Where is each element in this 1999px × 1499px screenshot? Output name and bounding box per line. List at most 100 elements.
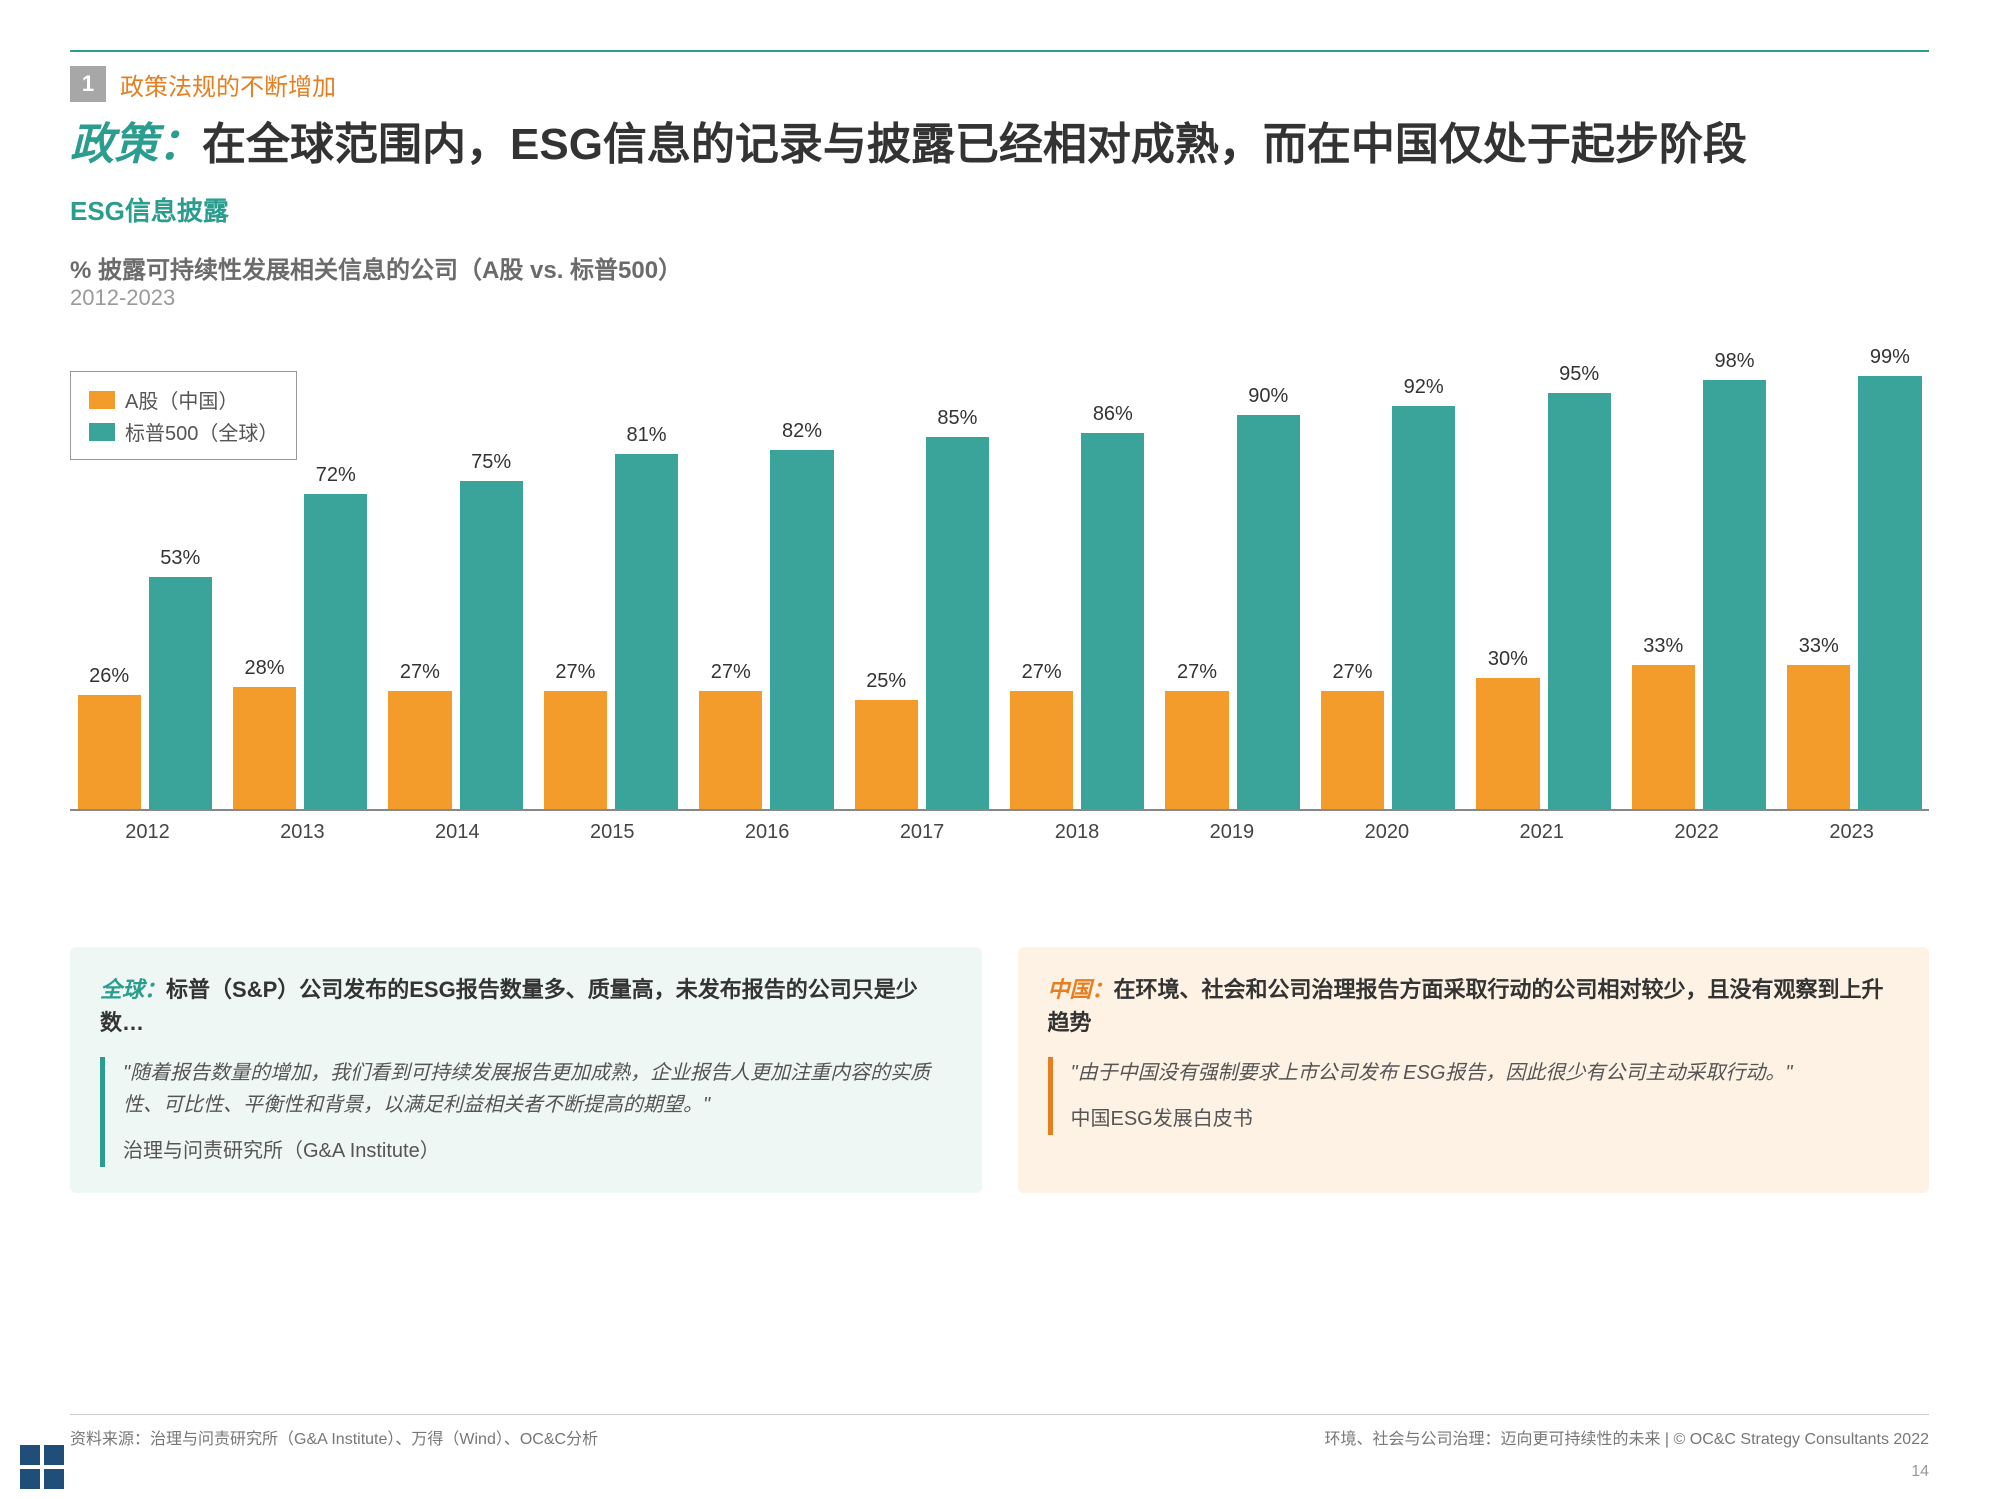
- bar-label: 33%: [1787, 635, 1850, 658]
- chart-legend: A股（中国） 标普500（全球）: [70, 371, 297, 460]
- legend-label: 标普500（全球）: [125, 417, 278, 446]
- bar: 99%: [1858, 376, 1921, 810]
- section-tag: 1 政策法规的不断增加: [70, 66, 1929, 102]
- logo-icon: [20, 1445, 64, 1489]
- page-number: 14: [1911, 1463, 1929, 1481]
- bar: 75%: [460, 481, 523, 810]
- year-group: 27%86%: [1009, 371, 1146, 809]
- bar: 25%: [855, 700, 918, 810]
- bar: 27%: [388, 691, 451, 809]
- year-group: 30%95%: [1475, 371, 1612, 809]
- bar-label: 90%: [1237, 385, 1300, 408]
- section-number: 1: [70, 66, 106, 102]
- legend-swatch: [89, 423, 115, 441]
- note-china-tag: 中国：: [1048, 977, 1114, 1002]
- x-axis-label: 2014: [380, 821, 535, 844]
- bar-label: 82%: [770, 420, 833, 443]
- notes-row: 全球：标普（S&P）公司发布的ESG报告数量多、质量高，未发布报告的公司只是少数…: [70, 947, 1929, 1193]
- bar-label: 86%: [1081, 403, 1144, 426]
- bar: 90%: [1237, 415, 1300, 809]
- bar-label: 98%: [1703, 350, 1766, 373]
- x-axis-label: 2016: [690, 821, 845, 844]
- bar-label: 26%: [78, 665, 141, 688]
- bar-label: 53%: [149, 547, 212, 570]
- year-group: 27%75%: [387, 371, 524, 809]
- x-axis-label: 2021: [1464, 821, 1619, 844]
- year-group: 33%98%: [1630, 371, 1767, 809]
- bar-label: 27%: [1165, 661, 1228, 684]
- note-global-quote: "随着报告数量的增加，我们看到可持续发展报告更加成熟，企业报告人更加注重内容的实…: [100, 1057, 952, 1167]
- section-label: 政策法规的不断增加: [120, 67, 336, 102]
- footer-right: 环境、社会与公司治理：迈向更可持续性的未来 | © OC&C Strategy …: [1324, 1425, 1929, 1449]
- x-axis-label: 2019: [1154, 821, 1309, 844]
- note-global-headtext: 标普（S&P）公司发布的ESG报告数量多、质量高，未发布报告的公司只是少数…: [100, 977, 918, 1035]
- bar: 27%: [699, 691, 762, 809]
- bar-label: 27%: [1321, 661, 1384, 684]
- bar: 95%: [1548, 393, 1611, 809]
- note-china-quote: "由于中国没有强制要求上市公司发布 ESG报告，因此很少有公司主动采取行动。" …: [1048, 1057, 1900, 1135]
- bar: 27%: [1165, 691, 1228, 809]
- bar: 72%: [304, 494, 367, 809]
- bar-label: 30%: [1476, 648, 1539, 671]
- bar-label: 75%: [460, 451, 523, 474]
- note-global: 全球：标普（S&P）公司发布的ESG报告数量多、质量高，未发布报告的公司只是少数…: [70, 947, 982, 1193]
- legend-item: 标普500（全球）: [89, 417, 278, 446]
- x-axis-label: 2022: [1619, 821, 1774, 844]
- bar: 27%: [544, 691, 607, 809]
- bar-label: 25%: [855, 670, 918, 693]
- note-china: 中国：在环境、社会和公司治理报告方面采取行动的公司相对较少，且没有观察到上升趋势…: [1018, 947, 1930, 1193]
- year-group: 27%81%: [542, 371, 679, 809]
- bar: 92%: [1392, 406, 1455, 809]
- bar: 53%: [149, 577, 212, 809]
- title-rest: 在全球范围内，ESG信息的记录与披露已经相对成熟，而在中国仅处于起步阶段: [202, 120, 1747, 169]
- note-global-tag: 全球：: [100, 977, 166, 1002]
- note-global-head: 全球：标普（S&P）公司发布的ESG报告数量多、质量高，未发布报告的公司只是少数…: [100, 973, 952, 1039]
- bar: 26%: [78, 695, 141, 809]
- year-group: 27%82%: [698, 371, 835, 809]
- year-group: 33%99%: [1786, 371, 1923, 809]
- bar: 98%: [1703, 380, 1766, 809]
- legend-item: A股（中国）: [89, 385, 278, 414]
- page-title: 政策：在全球范围内，ESG信息的记录与披露已经相对成熟，而在中国仅处于起步阶段: [70, 116, 1929, 173]
- note-china-headtext: 在环境、社会和公司治理报告方面采取行动的公司相对较少，且没有观察到上升趋势: [1048, 977, 1884, 1035]
- chart-subcaption: 2012-2023: [70, 285, 1929, 311]
- bar: 27%: [1321, 691, 1384, 809]
- title-lead: 政策：: [70, 120, 202, 169]
- x-axis-label: 2023: [1774, 821, 1929, 844]
- bar-label: 85%: [926, 407, 989, 430]
- bar-label: 81%: [615, 424, 678, 447]
- bar-label: 92%: [1392, 376, 1455, 399]
- year-group: 25%85%: [853, 371, 990, 809]
- x-axis-label: 2018: [1000, 821, 1155, 844]
- footer: 资料来源：治理与问责研究所（G&A Institute）、万得（Wind）、OC…: [70, 1414, 1929, 1449]
- bar-label: 28%: [233, 657, 296, 680]
- note-global-source: 治理与问责研究所（G&A Institute）: [123, 1135, 952, 1167]
- bar-label: 27%: [699, 661, 762, 684]
- bar-label: 27%: [544, 661, 607, 684]
- chart-caption: % 披露可持续性发展相关信息的公司（A股 vs. 标普500）: [70, 250, 1929, 285]
- bar-label: 99%: [1858, 346, 1921, 369]
- x-axis-label: 2013: [225, 821, 380, 844]
- legend-label: A股（中国）: [125, 385, 238, 414]
- year-group: 27%92%: [1319, 371, 1456, 809]
- bar-label: 72%: [304, 464, 367, 487]
- bar: 86%: [1081, 433, 1144, 810]
- bar: 30%: [1476, 678, 1539, 809]
- subtitle: ESG信息披露: [70, 191, 1929, 228]
- bar: 28%: [233, 687, 296, 810]
- bar-label: 95%: [1548, 363, 1611, 386]
- bar: 33%: [1787, 665, 1850, 810]
- bar: 33%: [1632, 665, 1695, 810]
- bar-label: 27%: [1010, 661, 1073, 684]
- bar: 81%: [615, 454, 678, 809]
- legend-swatch: [89, 391, 115, 409]
- footer-left: 资料来源：治理与问责研究所（G&A Institute）、万得（Wind）、OC…: [70, 1425, 598, 1449]
- bar-chart: A股（中国）标普500（全球） 26%53%28%72%27%75%27%81%…: [70, 371, 1929, 911]
- bar: 85%: [926, 437, 989, 809]
- x-axis-label: 2020: [1309, 821, 1464, 844]
- bar-label: 33%: [1632, 635, 1695, 658]
- note-china-source: 中国ESG发展白皮书: [1071, 1103, 1900, 1135]
- bar: 27%: [1010, 691, 1073, 809]
- x-axis-label: 2015: [535, 821, 690, 844]
- bar: 82%: [770, 450, 833, 809]
